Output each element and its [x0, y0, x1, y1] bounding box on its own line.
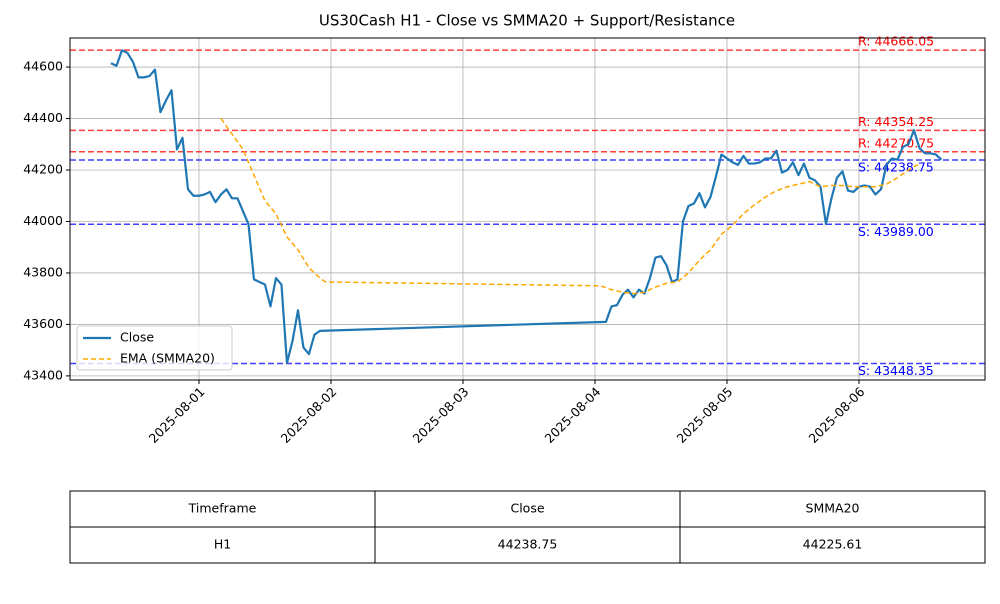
- table-header: Close: [510, 501, 544, 516]
- y-tick-label: 44000: [23, 213, 63, 228]
- x-tick-label: 2025-08-06: [806, 384, 868, 446]
- legend-label: EMA (SMMA20): [120, 351, 215, 366]
- series-line: [220, 118, 920, 295]
- table-cell: [679, 526, 986, 564]
- x-tick-label: 2025-08-03: [410, 384, 472, 446]
- legend-box: [76, 325, 233, 371]
- table-value: 44238.75: [498, 537, 558, 552]
- table-value: 44225.61: [803, 537, 863, 552]
- level-label: R: 44666.05: [858, 34, 934, 49]
- table-cell: [69, 490, 376, 528]
- table-cell: [374, 526, 681, 564]
- table-cell: [69, 526, 376, 564]
- x-tick-label: 2025-08-01: [146, 384, 208, 446]
- table-header: Timeframe: [188, 501, 257, 516]
- y-tick-label: 43800: [23, 264, 63, 279]
- y-tick-label: 44200: [23, 162, 63, 177]
- y-tick-label: 44400: [23, 110, 63, 125]
- level-label: R: 44270.75: [858, 135, 934, 150]
- y-tick-label: 43400: [23, 367, 63, 382]
- chart-title: US30Cash H1 - Close vs SMMA20 + Support/…: [319, 12, 735, 30]
- legend-label: Close: [120, 330, 154, 345]
- y-tick-label: 44600: [23, 59, 63, 74]
- series-line: [110, 49, 943, 365]
- plot-frame: [69, 37, 986, 381]
- y-tick-label: 43600: [23, 316, 63, 331]
- x-tick-label: 2025-08-05: [674, 384, 736, 446]
- table-cell: [374, 490, 681, 528]
- x-tick-label: 2025-08-02: [278, 384, 340, 446]
- level-label: S: 43448.35: [858, 363, 934, 378]
- table-value: H1: [214, 537, 231, 552]
- level-label: S: 43989.00: [858, 224, 934, 239]
- level-label: S: 44238.75: [858, 160, 934, 175]
- x-tick-label: 2025-08-04: [542, 384, 604, 446]
- table-cell: [679, 490, 986, 528]
- table-header: SMMA20: [806, 501, 860, 516]
- level-label: R: 44354.25: [858, 114, 934, 129]
